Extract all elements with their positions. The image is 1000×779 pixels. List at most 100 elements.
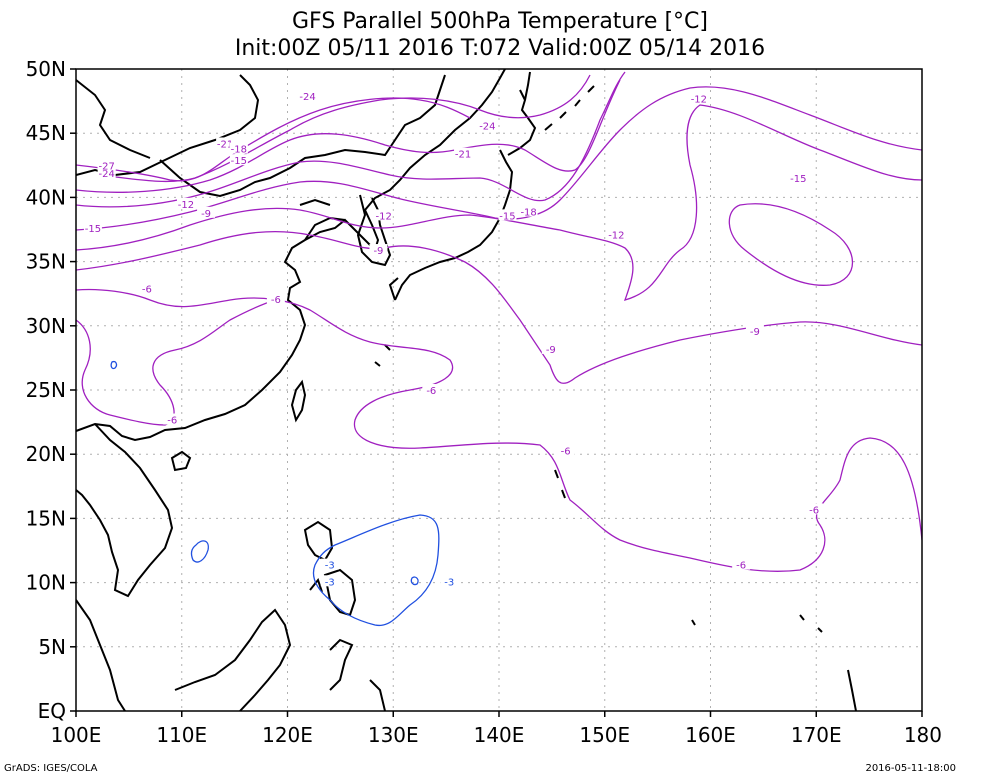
lat-label: 10N	[26, 571, 66, 595]
lat-label: 5N	[38, 635, 66, 659]
contour-label-bg	[137, 282, 156, 294]
contour-label-bg	[805, 503, 824, 515]
temperature-contours	[76, 71, 922, 627]
halmahera-coast	[369, 679, 386, 711]
lat-label: 40N	[26, 185, 66, 209]
lat-label: EQ	[38, 699, 66, 723]
contour-label-bg	[163, 413, 182, 425]
hainan-coast	[170, 450, 192, 472]
lon-label: 170E	[791, 723, 842, 747]
lat-label: 20N	[26, 442, 66, 466]
contour-label: -12	[178, 200, 194, 211]
contour-label: -12	[608, 231, 624, 242]
small-islands	[374, 344, 857, 711]
lon-label: 150E	[579, 723, 630, 747]
lat-label: 30N	[26, 314, 66, 338]
credit-text: GrADS: IGES/COLA	[4, 763, 98, 774]
hokkaido-coast	[507, 89, 537, 156]
contour-minus-3	[312, 514, 440, 627]
contour-label: -6	[142, 285, 152, 296]
contour-label: -15	[499, 211, 515, 222]
contour-label-bg	[176, 197, 195, 209]
mainland-coast	[76, 69, 506, 442]
lon-label: 140E	[474, 723, 525, 747]
contour-minus-3-small	[190, 540, 209, 563]
contour-minus-18	[76, 71, 626, 208]
contour-label-bg	[478, 119, 497, 131]
contour-label: -15	[85, 224, 101, 235]
contour-label-bg	[229, 142, 248, 154]
contour-label-bg	[97, 159, 116, 171]
contour-label: -21	[455, 150, 471, 161]
lat-label: 15N	[26, 506, 66, 530]
contour-label-bg	[454, 147, 473, 159]
contour-label: -24	[98, 169, 114, 180]
contour-label-bg	[422, 384, 441, 395]
contour-label-bg	[197, 206, 216, 218]
contour-label-bg	[732, 558, 751, 570]
timestamp-text: 2016-05-11-18:00	[865, 763, 956, 774]
sulawesi-coast	[329, 638, 354, 691]
lon-label: 180	[904, 723, 942, 747]
contour-label: -6	[167, 416, 177, 427]
lon-label: 100E	[51, 723, 102, 747]
contour-label: -9	[373, 246, 383, 257]
contour-label: -18	[520, 208, 536, 219]
lon-label: 160E	[685, 723, 736, 747]
contour-label-bg	[229, 154, 248, 166]
border-west	[76, 79, 151, 159]
contour-label: -6	[809, 505, 819, 516]
contour-label: -6	[426, 386, 436, 397]
lat-label: 25N	[26, 378, 66, 402]
contour-label-bg	[369, 244, 388, 256]
contour-label-bg	[440, 575, 459, 587]
contour-label-bg	[556, 444, 575, 456]
contour-label-bg	[607, 228, 626, 240]
lon-label: 120E	[262, 723, 313, 747]
contour-label: -3	[325, 577, 335, 588]
contour-label: -27	[98, 161, 114, 172]
contour-label: -12	[691, 95, 707, 106]
contour-label-bg	[789, 172, 808, 184]
lat-axis: EQ 5N 10N 15N 20N 25N 30N 35N 40N 45N 50N	[26, 57, 76, 723]
borneo-coast	[174, 608, 292, 711]
contour-minus-21	[76, 79, 621, 193]
contour-label: -9	[750, 327, 760, 338]
warm-contours	[110, 360, 440, 627]
contour-labels: -24-27-21-18-15-24-24-21-12-9-15-12 -15 -1…	[83, 89, 824, 588]
lon-label: 130E	[368, 723, 419, 747]
contour-label: -3	[444, 577, 454, 588]
contour-minus-3-ring	[410, 576, 419, 586]
contour-label: -24	[299, 92, 315, 103]
contour-minus-24	[99, 74, 591, 183]
kuril-islands	[544, 85, 595, 131]
contour-minus-27	[76, 97, 471, 182]
contour-minus-15-closed	[728, 203, 854, 286]
contour-label: -3	[325, 561, 335, 572]
contour-label-bg	[83, 222, 102, 234]
map-subtitle: Init:00Z 05/11 2016 T:072 Valid:00Z 05/1…	[234, 36, 766, 61]
luzon-coast	[303, 520, 334, 562]
cold-contours	[76, 71, 922, 572]
lat-label: 35N	[26, 250, 66, 274]
contour-label: -9	[546, 345, 556, 356]
coastlines	[76, 69, 857, 711]
contour-label-bg	[97, 167, 116, 179]
sakhalin-coast	[524, 71, 531, 101]
lon-label: 110E	[156, 723, 207, 747]
contour-label-bg	[266, 292, 285, 304]
contour-minus-3-dot	[110, 360, 118, 370]
contour-label: -21	[217, 139, 233, 150]
honshu-coast	[394, 149, 514, 301]
border-inner	[159, 74, 446, 198]
lat-label: 45N	[26, 121, 66, 145]
lat-lon-grid	[76, 69, 922, 711]
contour-label-bg	[216, 137, 235, 149]
contour-minus-12	[76, 104, 922, 301]
contour-label: -12	[376, 211, 392, 222]
bohai-coast	[299, 198, 346, 241]
contour-label: -18	[231, 145, 247, 156]
contour-label-bg	[689, 92, 708, 104]
lon-axis: 100E 110E 120E 130E 140E 150E 160E 170E 180	[51, 711, 942, 747]
